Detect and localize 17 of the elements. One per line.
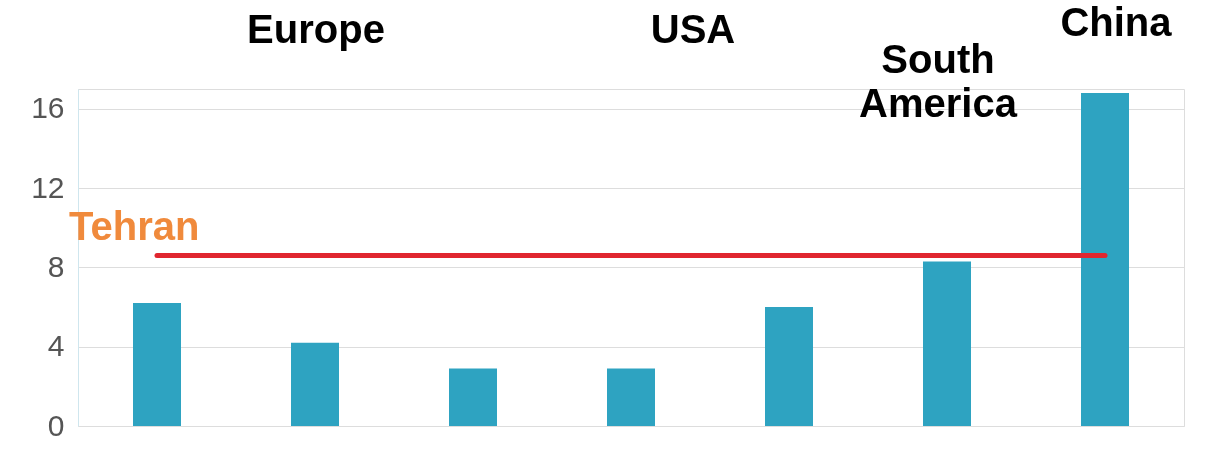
text: China [1060,0,1173,44]
bar [923,261,971,426]
text: Europe [247,7,385,51]
y-tick-label: 4 [47,329,65,363]
y-tick-label: 0 [47,408,65,442]
bar [449,368,497,426]
bar [1081,92,1129,426]
bar [133,303,181,426]
annotation: South America [859,37,1018,125]
y-tick-label: 16 [31,91,65,125]
series-label: Tehran [69,203,200,248]
text: USA [650,7,736,51]
y-tick-label: 8 [47,249,65,283]
y-tick-label: 12 [31,170,65,204]
bar [765,307,813,426]
bar [291,342,339,426]
bar [607,368,655,426]
